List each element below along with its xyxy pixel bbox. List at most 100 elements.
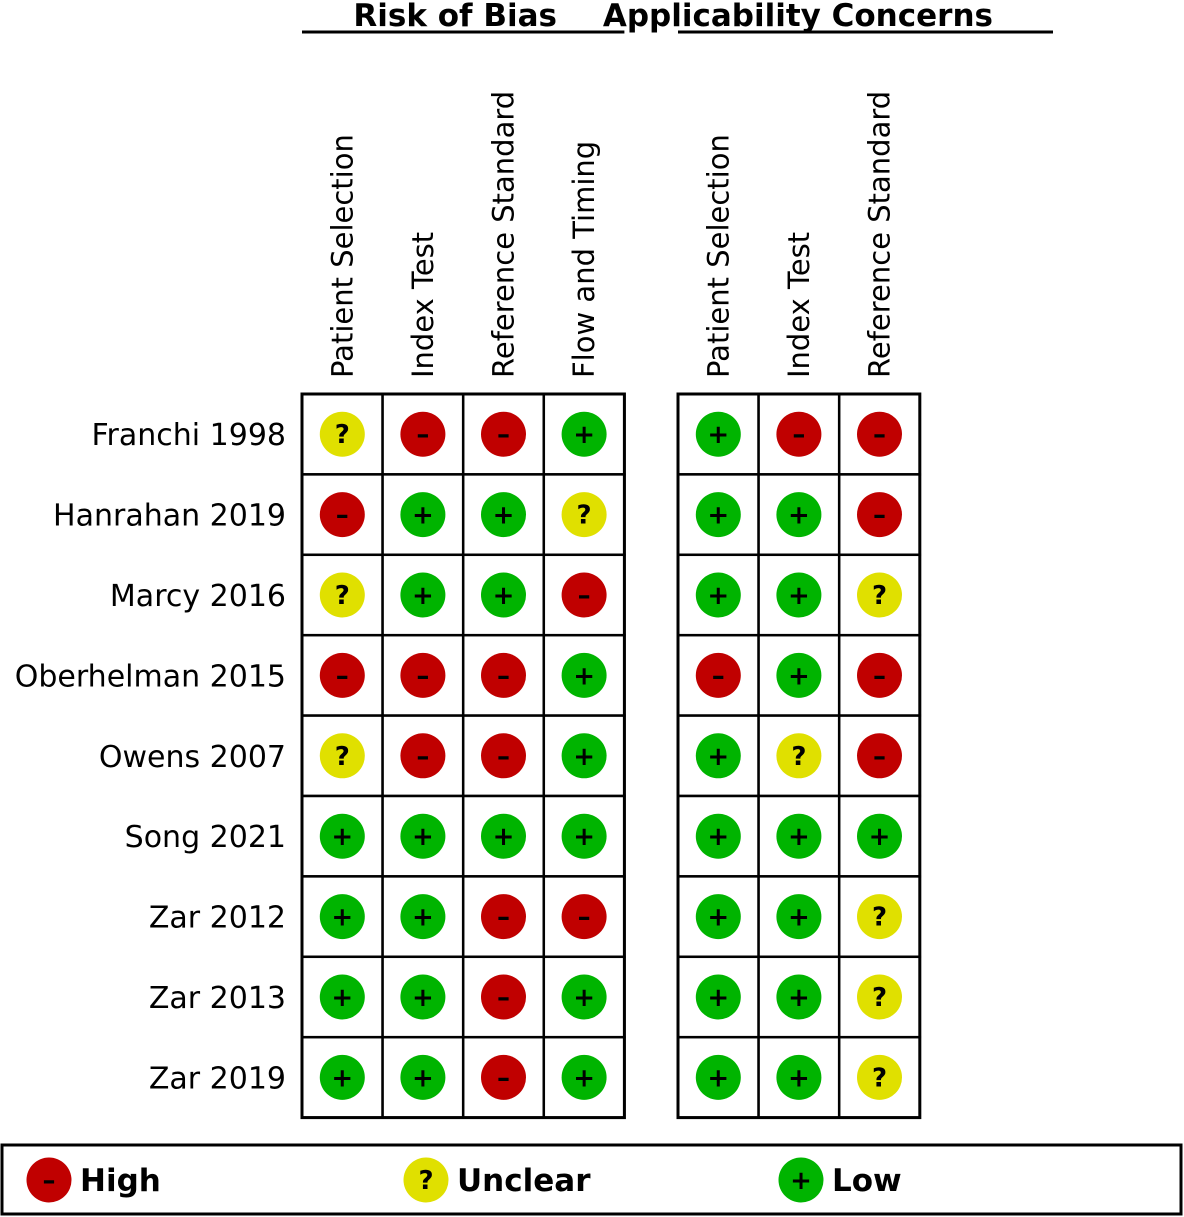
rating-mark-low xyxy=(319,1054,365,1100)
legend-symbol-high: – xyxy=(43,1166,56,1196)
rating-mark-low xyxy=(695,492,741,538)
rating-symbol: + xyxy=(788,661,810,691)
rating-symbol: + xyxy=(788,581,810,611)
rating-symbol: + xyxy=(412,822,434,852)
rating-mark-high xyxy=(561,894,607,940)
legend: – High? Unclear + Low xyxy=(0,1143,1183,1216)
rating-mark-high xyxy=(776,411,822,457)
rating-symbol: – xyxy=(497,983,510,1013)
rating-mark-low xyxy=(695,894,741,940)
rating-symbol: ? xyxy=(872,903,887,933)
rating-mark-low xyxy=(561,1054,607,1100)
rating-mark-low xyxy=(481,492,526,538)
rating-mark-low xyxy=(561,652,607,698)
rating-mark-low xyxy=(400,1054,446,1100)
rating-symbol: – xyxy=(578,581,591,611)
rating-symbol: ? xyxy=(577,501,592,531)
rating-mark-high xyxy=(695,652,741,698)
rating-mark-high xyxy=(857,411,902,457)
rating-mark-high xyxy=(561,572,607,618)
column-label-0-0: Patient Selection xyxy=(325,134,359,378)
rating-symbol: + xyxy=(788,903,810,933)
rating-symbol: + xyxy=(412,501,434,531)
rating-symbol: – xyxy=(336,661,349,691)
rating-mark-low xyxy=(400,492,446,538)
rating-symbol: + xyxy=(331,1063,353,1093)
rating-mark-high xyxy=(481,652,526,698)
rating-symbol: + xyxy=(788,983,810,1013)
rating-mark-low xyxy=(695,813,741,859)
rating-mark-low xyxy=(857,813,902,859)
rating-mark-unclear xyxy=(319,733,365,779)
rating-mark-low xyxy=(561,813,607,859)
rating-mark-unclear xyxy=(319,572,365,618)
rating-symbol: + xyxy=(707,742,729,772)
rating-mark-unclear xyxy=(857,1054,902,1100)
rating-mark-unclear xyxy=(776,733,822,779)
rating-symbol: + xyxy=(331,983,353,1013)
grid-border-0 xyxy=(300,392,626,1120)
legend-box xyxy=(0,1143,1183,1216)
rating-symbol: ? xyxy=(791,742,806,772)
rating-symbol: – xyxy=(497,661,510,691)
rating-mark-low xyxy=(481,572,526,618)
rating-symbol: + xyxy=(493,501,515,531)
rating-mark-low xyxy=(400,572,446,618)
rating-mark-high xyxy=(400,733,446,779)
rating-symbol: + xyxy=(573,822,595,852)
rating-mark-high xyxy=(400,411,446,457)
rating-mark-high xyxy=(319,492,365,538)
rating-symbol: + xyxy=(707,903,729,933)
rating-symbol: ? xyxy=(335,420,350,450)
rating-symbol: + xyxy=(707,420,729,450)
rating-symbol: + xyxy=(412,983,434,1013)
column-label-0-1: Index Test xyxy=(406,232,440,378)
legend-symbol-unclear: ? xyxy=(418,1166,433,1196)
rating-mark-unclear xyxy=(561,492,607,538)
rating-symbol: – xyxy=(712,661,725,691)
grid-border-1 xyxy=(676,392,922,1120)
rating-mark-low xyxy=(695,411,741,457)
rating-mark-low xyxy=(776,813,822,859)
rating-symbol: + xyxy=(788,1063,810,1093)
rating-symbol: – xyxy=(873,742,886,772)
rating-mark-low xyxy=(695,974,741,1020)
rating-mark-high xyxy=(857,492,902,538)
legend-label-low: Low xyxy=(832,1163,902,1199)
rating-symbol: + xyxy=(412,903,434,933)
rating-symbol: + xyxy=(788,501,810,531)
rating-symbol: – xyxy=(416,742,429,772)
rating-symbol: + xyxy=(869,822,891,852)
rating-mark-unclear xyxy=(857,572,902,618)
rating-symbol: + xyxy=(707,822,729,852)
rating-symbol: + xyxy=(573,983,595,1013)
rating-mark-low xyxy=(319,974,365,1020)
rating-mark-low xyxy=(400,894,446,940)
rating-symbol: – xyxy=(416,661,429,691)
rating-symbol: + xyxy=(493,581,515,611)
column-label-0-3: Flow and Timing xyxy=(567,141,601,378)
rating-mark-low xyxy=(776,1054,822,1100)
column-labels: Patient Selection Index Test Reference Sta… xyxy=(325,91,896,378)
legend-symbol-low: + xyxy=(790,1166,812,1196)
rating-symbol: + xyxy=(331,822,353,852)
rating-mark-low xyxy=(319,894,365,940)
rating-mark-high xyxy=(400,652,446,698)
study-label: Zar 2012 xyxy=(149,901,286,936)
rating-symbol: ? xyxy=(335,742,350,772)
rating-mark-low xyxy=(776,894,822,940)
rating-mark-low xyxy=(561,733,607,779)
rating-mark-low xyxy=(400,813,446,859)
rating-mark-low xyxy=(561,411,607,457)
rating-mark-low xyxy=(561,974,607,1020)
study-labels: Franchi 1998 Hanrahan 2019 Marcy 2016 Oberh… xyxy=(15,418,286,1096)
rating-symbol: – xyxy=(416,420,429,450)
study-label: Oberhelman 2015 xyxy=(15,659,286,694)
group-headers: Risk of Bias Applicability Concerns xyxy=(302,0,1053,34)
rating-mark-low xyxy=(319,813,365,859)
study-label: Zar 2019 xyxy=(149,1061,286,1096)
rating-symbol: + xyxy=(788,822,810,852)
study-label: Song 2021 xyxy=(125,820,286,855)
group-title-1: Applicability Concerns xyxy=(603,0,993,34)
rating-mark-high xyxy=(481,894,526,940)
